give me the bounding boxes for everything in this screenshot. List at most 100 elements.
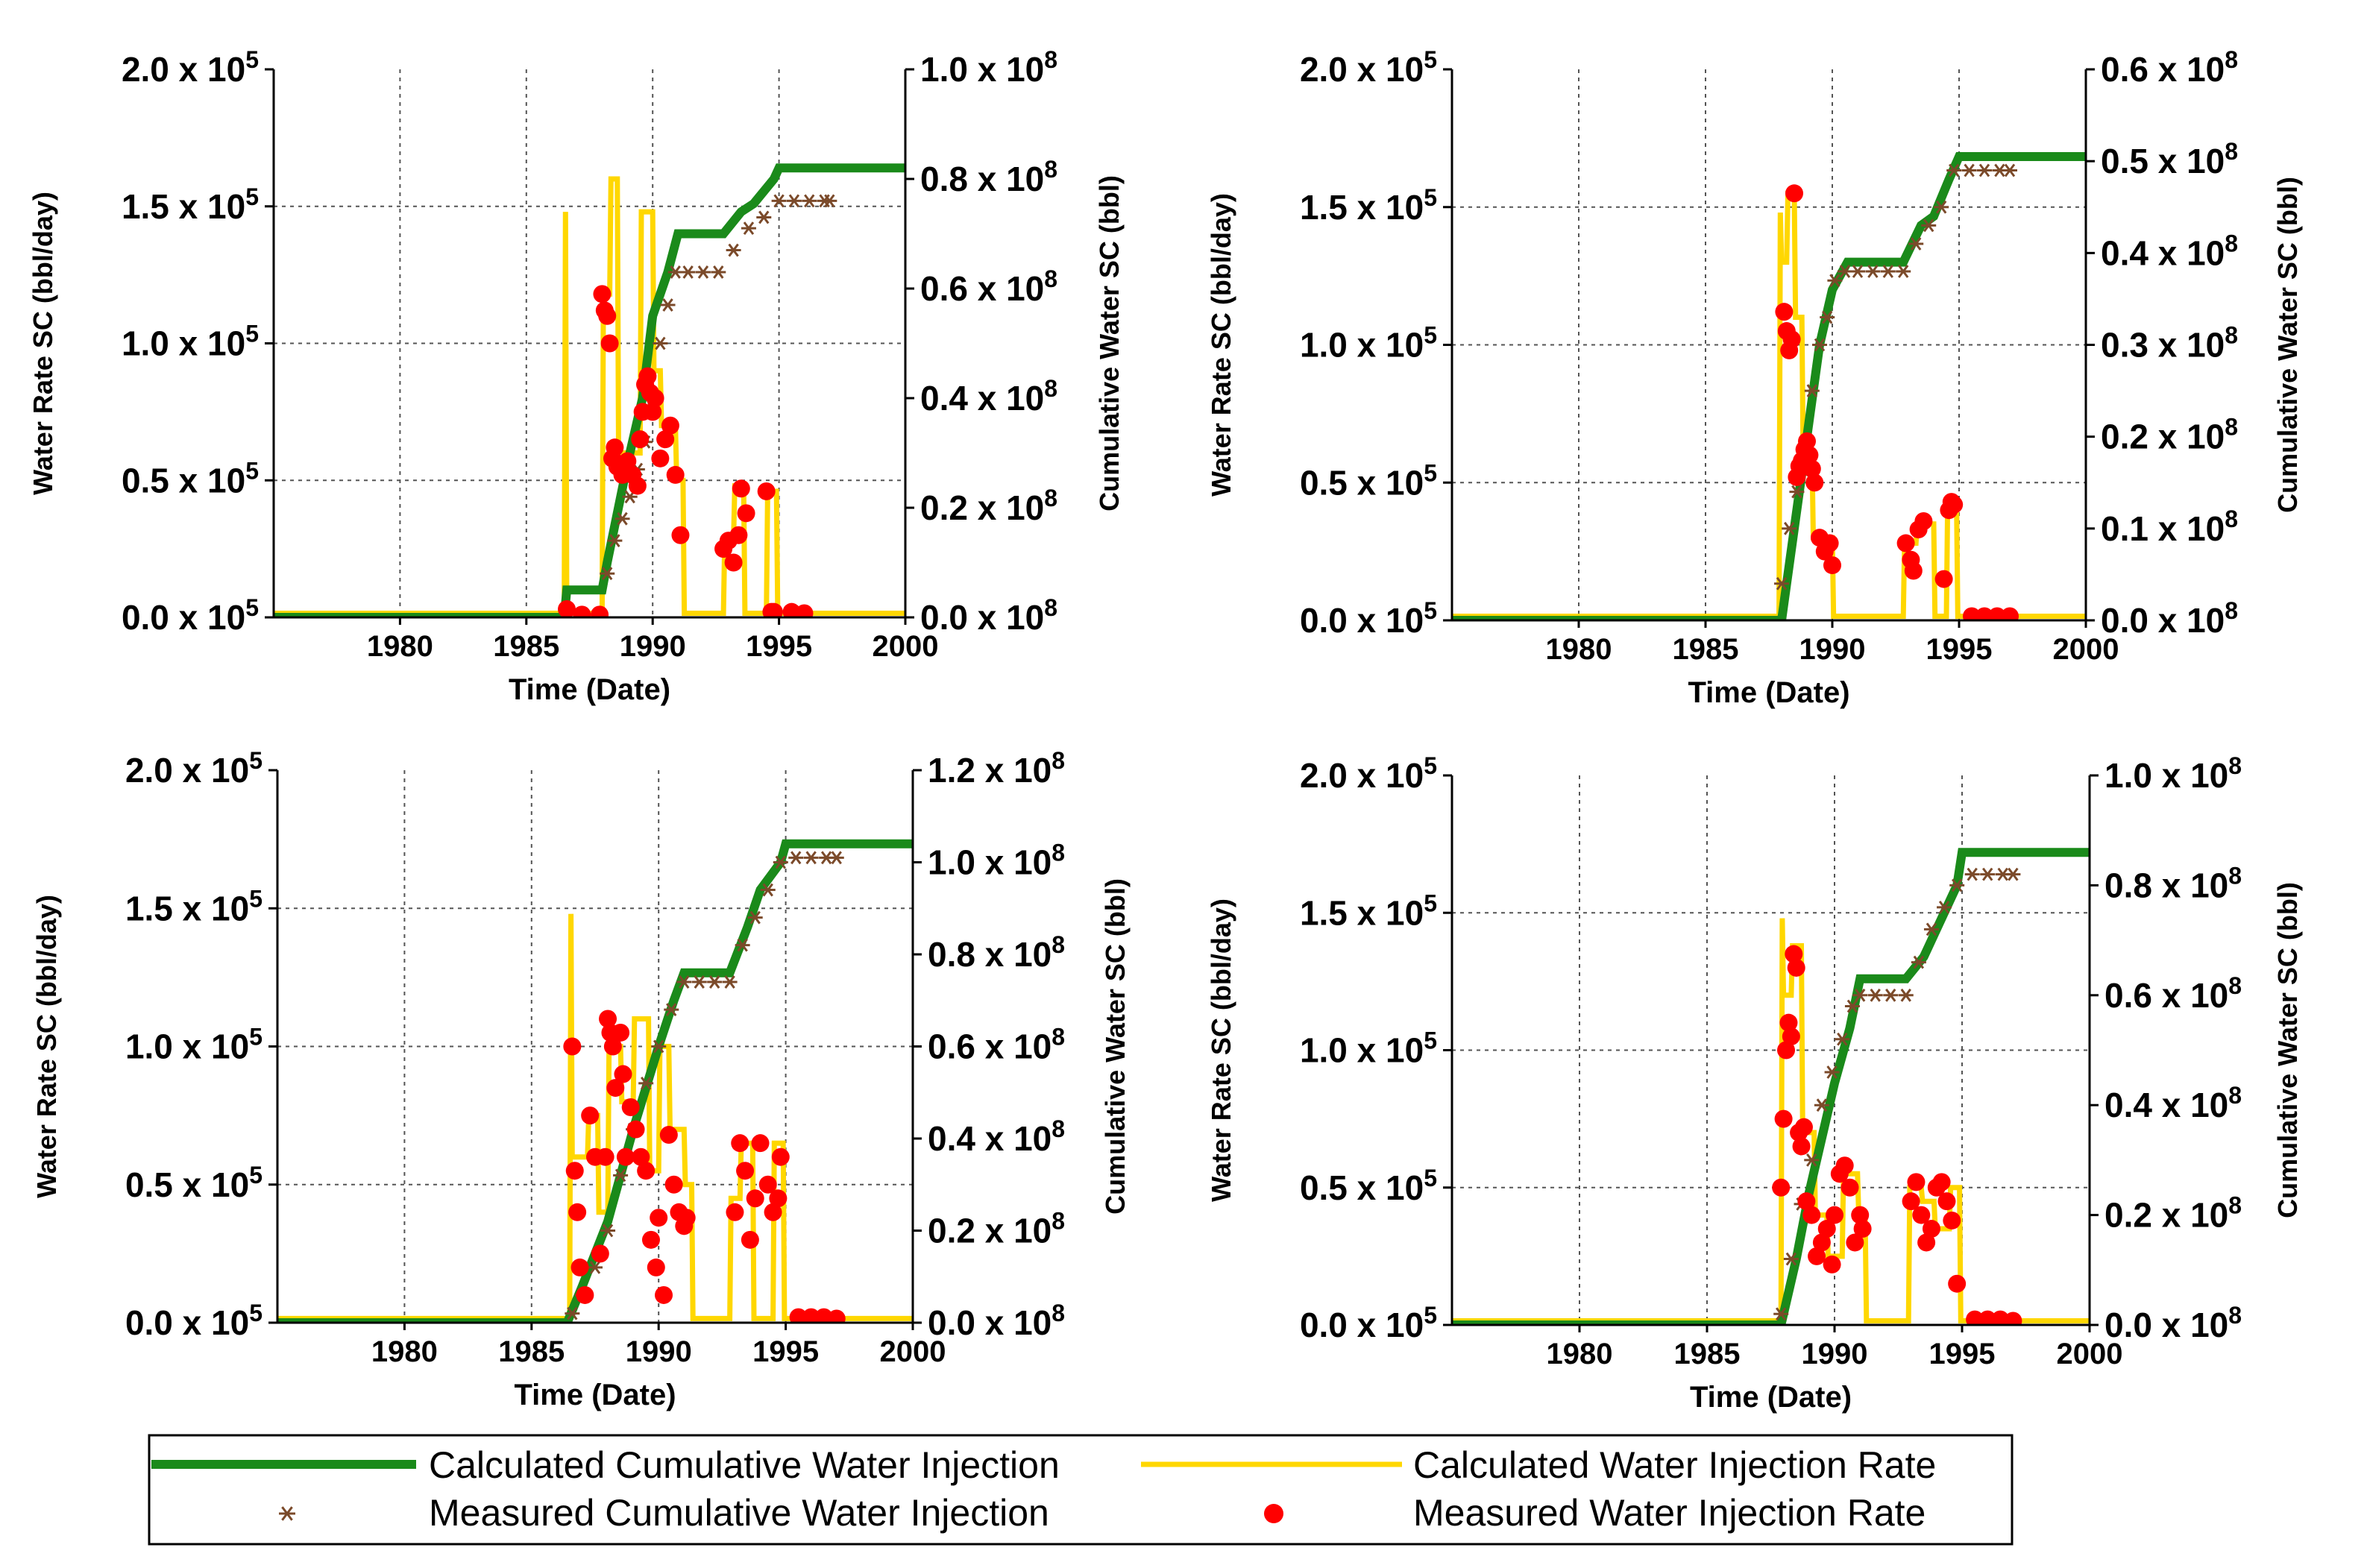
measured-rate-point	[666, 465, 685, 484]
y-right-tick-label: 1.0 x 108	[920, 46, 1057, 89]
measured-rate-point	[724, 553, 743, 572]
star-stroke-d2	[790, 851, 802, 865]
y-right-tick-label-exponent: 8	[2225, 230, 2238, 256]
measured-cumulative-point	[707, 975, 723, 989]
plot-background	[1452, 775, 2090, 1325]
measured-rate-point	[646, 389, 664, 407]
star-stroke-d2	[1900, 988, 1911, 1002]
y-right-tick-label: 0.2 x 108	[928, 1208, 1065, 1250]
measured-rate-point	[651, 449, 670, 467]
measured-cumulative-point	[1774, 576, 1789, 591]
measured-rate-point	[614, 1065, 632, 1083]
y-right-tick-label-exponent: 8	[1044, 156, 1057, 183]
x-tick-label: 1985	[498, 1335, 565, 1368]
star-stroke-d2	[666, 1003, 677, 1016]
y-left-tick-label-mantissa: 1.0 x 10	[1300, 1031, 1424, 1070]
plot-area	[277, 839, 913, 1323]
y-left-tick-label-mantissa: 0.0 x 10	[122, 598, 245, 637]
y-right-tick-label-mantissa: 0.5 x 10	[2101, 142, 2225, 180]
measured-cumulative-point	[822, 194, 837, 208]
measured-cumulative-point	[607, 534, 623, 547]
plot-background	[1452, 69, 2086, 620]
measured-rate-point	[1808, 1247, 1826, 1265]
star-stroke-d2	[1776, 576, 1788, 591]
x-tick-label: 1980	[371, 1335, 438, 1368]
measured-rate-point	[593, 285, 612, 303]
y-right-tick-label-exponent: 8	[2228, 752, 2242, 779]
measured-rate-point	[1902, 1192, 1920, 1211]
y-left-tick-label-exponent: 5	[1424, 46, 1437, 73]
y-right-tick-label-exponent: 8	[1044, 265, 1057, 292]
y-left-tick-label-exponent: 5	[249, 747, 263, 774]
y-left-tick-label: 1.5 x 105	[122, 183, 259, 226]
measured-cumulative-point	[1850, 265, 1865, 278]
measured-rate-point	[1917, 1233, 1936, 1252]
y-left-tick-label: 0.0 x 105	[1300, 1302, 1437, 1344]
measured-cumulative-point	[1934, 200, 1949, 214]
measured-rate-point	[1943, 1211, 1961, 1229]
measured-cumulative-point	[651, 1039, 667, 1054]
measured-rate-point	[1800, 446, 1819, 465]
y-right-tick-label: 0.8 x 108	[920, 156, 1057, 198]
measured-rate-point	[568, 1203, 587, 1221]
star-stroke-d2	[713, 265, 724, 279]
y-left-tick-label-exponent: 5	[1424, 1165, 1437, 1191]
star-stroke-d2	[1854, 988, 1866, 1002]
measured-cumulative-point	[695, 265, 711, 279]
measured-rate-point	[769, 1189, 788, 1208]
y-left-tick-label-mantissa: 0.5 x 10	[125, 1165, 249, 1204]
y-right-tick-label-mantissa: 0.0 x 10	[2104, 1306, 2228, 1344]
y-right-tick-label: 0.8 x 108	[928, 931, 1065, 974]
measured-cumulative-point	[613, 1168, 629, 1183]
measured-cumulative-point	[1782, 521, 1797, 535]
measured-rate-point	[677, 1209, 696, 1227]
measured-cumulative-point	[788, 851, 804, 865]
star-stroke-d2	[1806, 1153, 1817, 1167]
y-right-tick-label-mantissa: 1.0 x 10	[2104, 756, 2228, 795]
plot-area	[1452, 848, 2090, 1325]
star-stroke-d2	[614, 1168, 626, 1183]
measured-cumulative-point	[1977, 163, 1992, 177]
y-left-tick-label-exponent: 5	[1424, 459, 1437, 486]
y-right-tick-label-mantissa: 0.2 x 10	[2101, 418, 2225, 456]
y-right-tick-label: 0.4 x 108	[2104, 1082, 2242, 1124]
star-stroke-d2	[831, 851, 842, 865]
star-stroke-d2	[762, 883, 773, 897]
y-right-tick-label-exponent: 8	[1044, 485, 1057, 511]
y-right-tick-label: 1.0 x 108	[928, 840, 1065, 882]
y-right-tick-label-mantissa: 0.4 x 10	[2104, 1086, 2228, 1124]
star-stroke-d2	[1882, 265, 1894, 278]
y-right-tick-label-mantissa: 0.2 x 10	[920, 488, 1044, 527]
star-stroke-d2	[1775, 1307, 1787, 1321]
y-right-tick-label: 0.4 x 108	[2101, 230, 2238, 272]
y-left-tick-label-exponent: 5	[1424, 1302, 1437, 1329]
measured-cumulative-point	[1980, 867, 1996, 881]
y-left-tick-label: 1.0 x 105	[122, 321, 259, 363]
measured-cumulative-point	[1911, 955, 1926, 969]
measured-cumulative-point	[760, 883, 776, 897]
star-stroke-d2	[1994, 163, 2005, 177]
y-right-tick-label-exponent: 8	[2228, 1192, 2242, 1219]
measured-rate-point	[573, 605, 591, 617]
star-stroke-d2	[749, 910, 761, 925]
y-right-tick-label-exponent: 8	[1044, 375, 1057, 402]
measured-rate-point	[771, 1147, 790, 1166]
measured-rate-point	[741, 1230, 759, 1249]
star-stroke-d2	[1829, 274, 1841, 288]
y-right-tick-label-exponent: 8	[1052, 1300, 1065, 1326]
measured-rate-point	[570, 1258, 589, 1276]
y-left-tick-label-mantissa: 2.0 x 10	[1300, 50, 1424, 89]
legend: Calculated Cumulative Water Injection Cal…	[148, 1434, 2014, 1546]
y-left-tick-label-mantissa: 1.0 x 10	[1300, 326, 1424, 365]
measured-cumulative-point	[741, 221, 756, 236]
star-stroke-d2	[737, 938, 748, 952]
x-tick-label: 2000	[2057, 1338, 2123, 1370]
star-stroke-d2	[662, 298, 673, 312]
measured-rate-point	[1785, 184, 1803, 203]
measured-cumulative-point	[1827, 274, 1843, 288]
y-left-tick-label-mantissa: 0.0 x 10	[1300, 1306, 1424, 1344]
star-stroke-d2	[1923, 218, 1934, 233]
measured-rate-point	[661, 416, 679, 435]
